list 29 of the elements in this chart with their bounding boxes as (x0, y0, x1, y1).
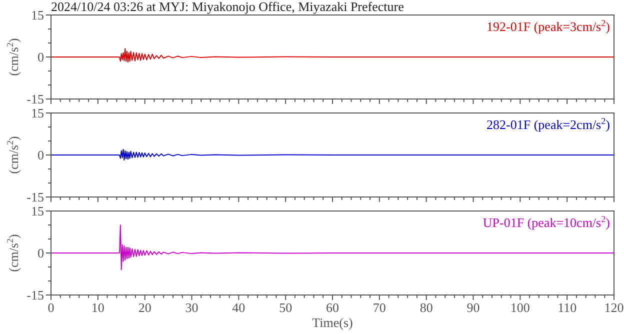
y-tick-label: 15 (31, 204, 44, 219)
x-tick-label: 80 (420, 300, 433, 315)
x-tick-label: 50 (279, 300, 292, 315)
y-tick-label: 0 (38, 50, 44, 65)
x-tick-label: 0 (48, 300, 54, 315)
line-series (50, 48, 614, 63)
x-tick-label: 90 (466, 300, 480, 315)
y-tick-label: 15 (31, 106, 44, 121)
x-tick-label: 60 (326, 300, 339, 315)
annotation: UP-01F (peak=10cm/s$^{2}$) (482, 214, 610, 230)
line-series (50, 148, 614, 161)
annotation: 192-01F (peak=3cm/s$^{2}$) (486, 18, 610, 34)
x-tick-label: 30 (185, 300, 198, 315)
x-tick-label: 10 (91, 300, 104, 315)
y-tick-label: -15 (26, 92, 44, 107)
y-tick-label: -15 (26, 190, 44, 205)
y-tick-label: 0 (38, 148, 44, 163)
y-tick-label: 0 (38, 246, 44, 261)
annotation: 282-01F (peak=2cm/s$^{2}$) (486, 116, 610, 132)
x-tick-label: 70 (372, 300, 386, 315)
x-axis-title: Time(s) (312, 315, 353, 330)
chart-title: 2024/10/24 03:26 at MYJ: Miyakonojo Office, Miyazaki Prefecture (51, 0, 404, 14)
y-tick-label: -15 (26, 288, 44, 303)
x-tick-label: 120 (604, 300, 624, 315)
x-tick-label: 100 (510, 300, 530, 315)
x-tick-label: 40 (232, 300, 246, 315)
x-tick-label: 110 (558, 300, 577, 315)
x-tick-label: 20 (138, 300, 152, 315)
y-tick-label: 15 (31, 8, 44, 23)
